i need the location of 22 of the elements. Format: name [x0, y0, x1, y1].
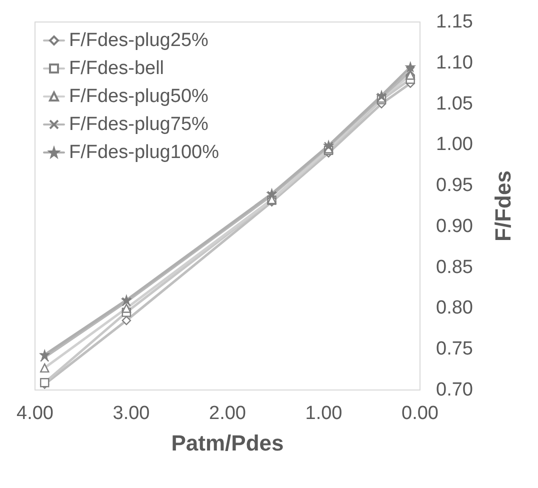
y-axis-title: F/Fdes	[490, 170, 516, 242]
y-tick-label: 0.75	[436, 338, 473, 360]
y-tick-label: 1.05	[436, 93, 473, 114]
y-tick-label: 1.00	[436, 134, 473, 156]
legend-label: F/Fdes-plug25%	[69, 30, 209, 51]
legend-label: F/Fdes-plug50%	[69, 86, 209, 107]
x-tick-label: 4.00	[16, 403, 54, 424]
y-tick-label: 0.85	[436, 256, 473, 278]
x-tick-label: 3.00	[112, 403, 150, 424]
legend-label: F/Fdes-plug100%	[69, 142, 220, 163]
x-axis-title: Patm/Pdes	[171, 430, 284, 456]
legend-label: F/Fdes-bell	[69, 58, 164, 79]
y-tick-label: 0.80	[436, 298, 473, 319]
y-tick-label: 0.70	[436, 380, 473, 400]
x-tick-label: 0.00	[402, 403, 438, 424]
y-tick-label: 0.90	[436, 216, 473, 237]
x-tick-label: 1.00	[305, 403, 342, 424]
x-tick-label: 2.00	[209, 403, 246, 424]
legend-label: F/Fdes-plug75%	[69, 114, 209, 135]
y-tick-label: 1.15	[436, 12, 473, 32]
y-tick-label: 0.95	[436, 175, 473, 196]
y-tick-label: 1.10	[436, 52, 473, 74]
